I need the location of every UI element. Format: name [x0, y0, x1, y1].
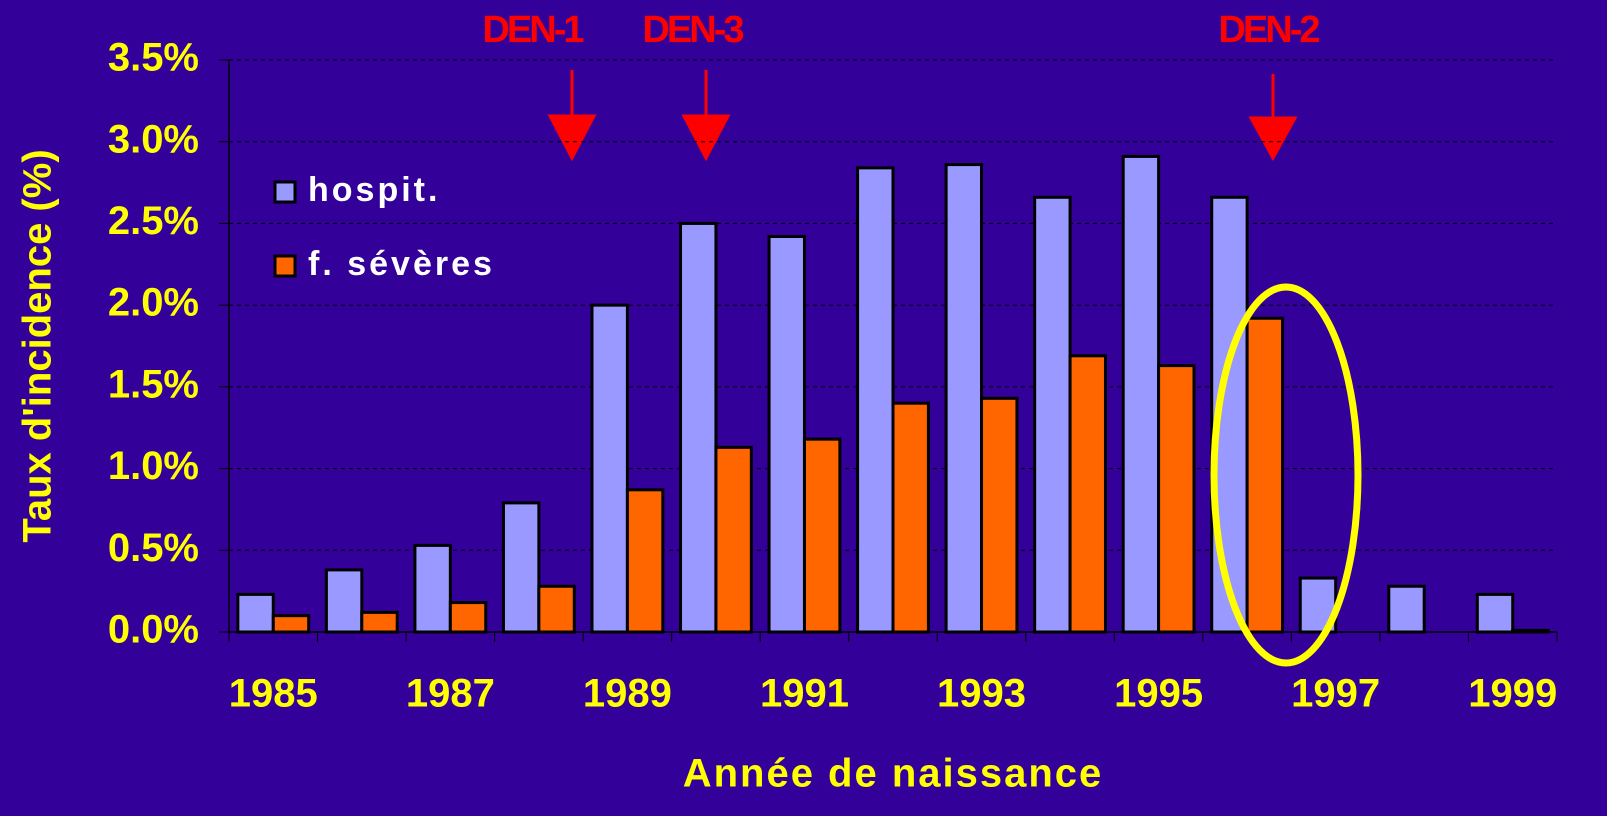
- bar: [1157, 364, 1196, 634]
- x-tick-label: 1991: [760, 672, 849, 716]
- legend-swatch: [273, 180, 297, 204]
- bar: [1387, 584, 1426, 634]
- bar: [980, 396, 1019, 634]
- x-tick-label: 1989: [583, 672, 672, 716]
- highlight-ellipse: [1210, 283, 1362, 667]
- bar: [856, 166, 895, 634]
- bar: [625, 488, 665, 634]
- y-tick-label: 1.0%: [108, 444, 199, 488]
- legend-swatch: [273, 254, 297, 278]
- x-tick-label: 1997: [1291, 672, 1380, 716]
- annotation: DEN-3: [642, 9, 743, 51]
- bar: [1475, 592, 1515, 634]
- y-axis-label: Taux d'incidence (%): [16, 149, 60, 542]
- y-tick-label: 2.0%: [108, 281, 199, 325]
- bar: [891, 401, 930, 634]
- bar: [590, 303, 629, 634]
- annotation: DEN-1: [482, 9, 584, 51]
- bar: [1068, 354, 1107, 634]
- bar: [679, 221, 718, 634]
- x-tick-label: 1995: [1114, 672, 1203, 716]
- y-tick-label: 3.0%: [108, 117, 199, 161]
- bar: [802, 437, 842, 634]
- bar: [360, 610, 399, 634]
- x-tick-label: 1985: [229, 672, 318, 716]
- x-tick-label: 1999: [1468, 672, 1557, 716]
- y-tick-label: 1.5%: [108, 362, 199, 406]
- bar: [1245, 316, 1285, 634]
- y-tick-label: 2.5%: [108, 199, 199, 243]
- y-tick-label: 0.5%: [108, 526, 199, 570]
- annotation: DEN-2: [1218, 9, 1319, 51]
- bar: [1121, 154, 1161, 634]
- y-tick-label: 0.0%: [108, 608, 199, 652]
- legend-label: f. sévères: [308, 245, 495, 283]
- legend-label: hospit.: [308, 171, 440, 209]
- bar: [236, 592, 275, 634]
- arrows: [547, 70, 1298, 162]
- bar: [1033, 195, 1072, 634]
- bar: [767, 235, 806, 634]
- bar: [714, 445, 753, 634]
- bar: [537, 584, 576, 634]
- bar: [413, 543, 452, 634]
- bar: [1511, 628, 1550, 634]
- bar: [448, 601, 488, 634]
- bar: [501, 501, 541, 634]
- bar: [271, 614, 311, 634]
- bar: [944, 163, 984, 634]
- y-tick-label: 3.5%: [108, 36, 199, 80]
- x-tick-label: 1987: [406, 672, 495, 716]
- x-tick-label: 1993: [937, 672, 1026, 716]
- bar: [324, 568, 364, 634]
- x-axis-label: Année de naissance: [683, 752, 1104, 796]
